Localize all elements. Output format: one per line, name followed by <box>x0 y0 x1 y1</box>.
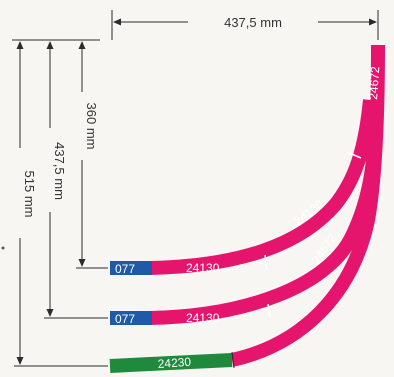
inner-track-magenta-curve <box>149 99 377 275</box>
inner-track: 077 24130 24130 <box>110 99 377 276</box>
dimension-437-5-label: 437,5 mm <box>52 142 67 200</box>
inner-start-code: 077 <box>115 262 135 276</box>
middle-track-blue-block <box>110 311 152 325</box>
dimension-515-label: 515 mm <box>22 171 37 218</box>
inner-start-label: 24130 <box>186 261 220 275</box>
dimension-360: 360 mm <box>76 41 108 269</box>
outer-track-green-straight <box>109 353 233 373</box>
dimension-515: 515 mm <box>14 41 108 367</box>
top-dimension-label: 437,5 mm <box>224 15 282 30</box>
stray-mark <box>1 246 5 250</box>
top-dimension: 437,5 mm <box>111 10 379 40</box>
outer-start-label: 24230 <box>157 355 192 371</box>
inner-track-blue-block <box>110 261 152 275</box>
middle-track-magenta-curve <box>149 119 383 325</box>
outer-end-label: 24672 <box>366 66 382 101</box>
dimension-437-5: 437,5 mm <box>44 41 108 319</box>
outer-track-magenta-curve <box>230 44 385 367</box>
dimension-360-label: 360 mm <box>84 103 99 150</box>
outer-track: 24230 24672 <box>109 44 385 373</box>
middle-start-label: 24130 <box>186 311 220 325</box>
middle-track: 077 24130 24672 <box>110 119 383 326</box>
middle-start-code: 077 <box>115 312 135 326</box>
